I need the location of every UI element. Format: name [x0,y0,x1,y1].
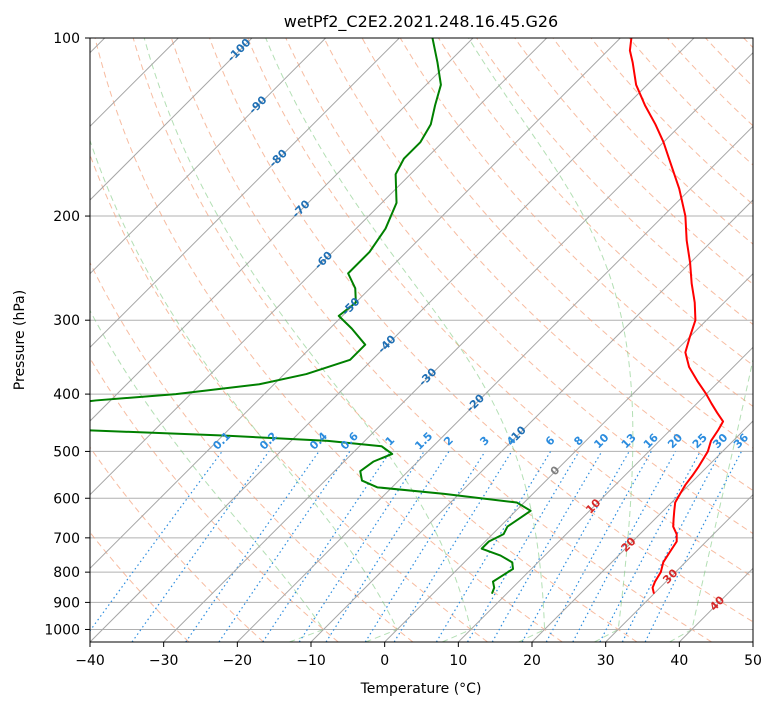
isotherms [90,38,753,642]
y-tick-label: 500 [53,444,80,460]
pressure-gridlines [90,38,753,630]
mixing-ratio-line [572,451,677,642]
mixing-ratio-line [393,451,513,642]
mixing-ratio-lines [90,451,743,642]
isotherm [90,38,327,275]
moist-adiabat [265,38,546,642]
x-tick-label: −40 [75,653,105,669]
moist-adiabat [90,138,398,642]
y-tick-label: 800 [53,565,80,581]
dry-adiabats [90,38,753,642]
dry-adiabat [590,38,753,206]
x-tick-label: 30 [597,653,615,669]
isotherm [90,38,548,496]
y-tick-label: 100 [53,31,80,47]
isotherm [457,346,753,642]
isotherm [163,51,753,642]
plot-frame [89,37,754,643]
dry-adiabat [476,38,753,326]
isotherm [90,38,695,642]
isotherm [310,199,753,642]
mixing-ratio-line [521,451,630,642]
x-tick-label: 20 [523,653,541,669]
x-tick-label: 0 [380,653,389,669]
x-axis-label: Temperature (°C) [360,681,482,697]
dry-adiabat [132,38,638,642]
dry-adiabat [323,38,753,492]
mixing-ratio-line [466,451,580,642]
isotherm [90,38,253,201]
y-axis-ticks: 1000 900 800 700 600 500 400 300 200 100 [44,31,90,638]
isotherm [90,38,474,422]
dewpoint-line [90,38,532,595]
x-tick-label: 10 [449,653,467,669]
isotherm [236,125,753,642]
y-tick-label: 900 [53,595,80,611]
y-tick-label: 400 [53,387,80,403]
y-tick-label: 300 [53,313,80,329]
mixing-ratio-line [90,451,223,632]
dry-adiabat [247,38,753,578]
isotherm [90,38,621,570]
y-tick-label: 200 [53,209,80,225]
isotherm [384,272,753,642]
isotherm [605,493,753,642]
x-axis-ticks: −40 −30 −20 −10 0 10 20 30 40 50 [75,642,762,669]
dry-adiabat [170,38,712,642]
x-tick-label: −20 [223,653,253,669]
dry-adiabat [90,446,264,642]
dry-adiabat [90,261,414,642]
mixing-ratio-line [364,451,486,642]
profile-series [90,38,725,595]
dry-adiabat [209,38,753,623]
chart-title: wetPf2_C2E2.2021.248.16.45.G26 [284,12,558,32]
y-tick-label: 600 [53,491,80,507]
dry-adiabat [399,38,753,408]
moist-adiabat [143,38,472,642]
y-tick-label: 1000 [44,622,80,638]
x-tick-label: 40 [670,653,688,669]
moist-adiabat [90,309,325,642]
mixing-ratio-line [325,451,450,642]
mixing-ratio-line [491,451,603,642]
dry-adiabat [628,38,753,166]
mixing-ratio-line [435,451,552,642]
mixing-ratio-line [131,451,270,642]
moist-adiabat [669,357,753,642]
x-tick-label: −10 [296,653,326,669]
moist-adiabats [90,38,753,642]
mixing-ratio-line [185,451,320,642]
mixing-ratio-line [298,451,425,642]
dry-adiabat [514,38,753,285]
isotherm [90,38,400,349]
y-tick-label: 700 [53,531,80,547]
x-tick-label: 50 [744,653,762,669]
temperature-line [628,38,725,594]
dry-adiabat [94,38,563,642]
isotherm [531,420,753,642]
x-tick-label: −30 [149,653,179,669]
y-axis-label: Pressure (hPa) [12,290,28,390]
